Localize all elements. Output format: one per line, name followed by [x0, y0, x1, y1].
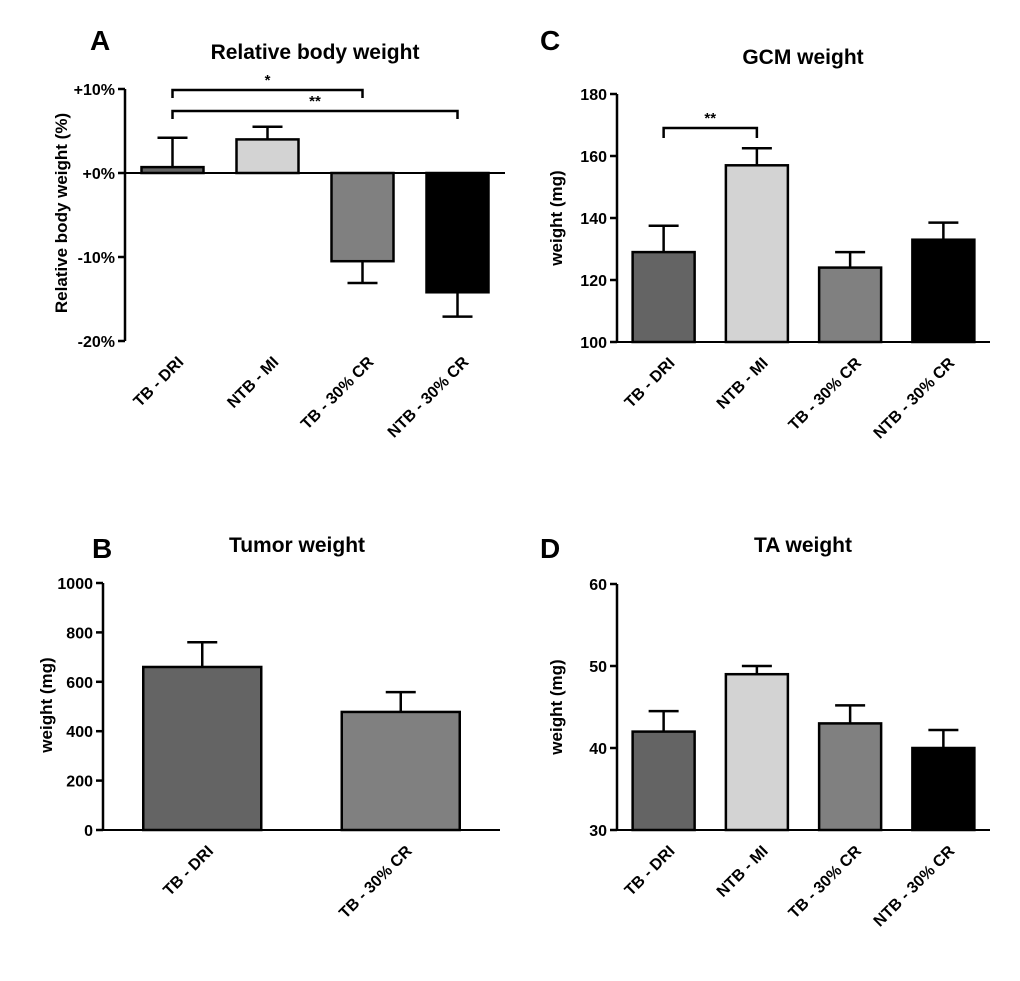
y-tick-label-d: 40	[589, 741, 607, 758]
x-tick-label-ntb-30pct-cr: NTB - 30% CR	[385, 353, 473, 441]
x-tick-label-ntb-mi: NTB - MI	[224, 354, 282, 412]
y-axis-label-d: weight (mg)	[547, 659, 566, 755]
y-tick-label-b: 200	[66, 774, 93, 791]
bar-tb-dri	[631, 250, 696, 344]
y-tick-label-b: 600	[66, 675, 93, 692]
panel-letter-d: D	[540, 533, 560, 564]
y-axis-label-c: weight (mg)	[547, 170, 566, 266]
bar-tb-dri	[140, 165, 205, 175]
bar-tb-dri	[631, 730, 696, 832]
bar-ntb-mi	[724, 672, 790, 832]
bar-ntb-30pct-cr	[911, 746, 976, 832]
chart-title-d: TA weight	[754, 534, 852, 557]
chart-title-a: Relative body weight	[211, 41, 420, 64]
y-tick-label-d: 30	[589, 823, 607, 840]
y-tick-label-c: 180	[580, 87, 607, 104]
panel-letter-c: C	[540, 25, 560, 56]
y-tick-label-a: +10%	[74, 82, 115, 99]
bar-ntb-mi	[235, 138, 300, 175]
bar-ntb-30pct-cr	[911, 238, 976, 344]
bar-tb-30pct-cr	[817, 722, 883, 832]
x-tick-label-ntb-30pct-cr: NTB - 30% CR	[871, 842, 959, 930]
x-tick-label-tb-dri: TB - DRI	[622, 355, 679, 412]
panel-d-ta-weight: D TA weight weight (mg) 60 50 40 30 TB - DRI…	[540, 533, 990, 930]
y-tick-label-a: -20%	[78, 334, 115, 351]
bar-tb-30pct-cr	[340, 710, 461, 832]
x-tick-label-ntb-mi: NTB - MI	[714, 355, 772, 413]
y-tick-label-b: 1000	[57, 576, 93, 593]
y-tick-label-a: -10%	[78, 250, 115, 267]
x-tick-label-tb-30pct-cr: TB - 30% CR	[786, 842, 866, 922]
y-tick-label-c: 140	[580, 211, 607, 228]
panel-b-tumor-weight: B Tumor weight weight (mg) 1000 800 600 400…	[37, 533, 500, 922]
panel-letter-a: A	[90, 25, 110, 56]
y-tick-label-c: 160	[580, 149, 607, 166]
bar-tb-dri	[142, 665, 263, 832]
x-tick-label-tb-dri: TB - DRI	[160, 843, 217, 900]
y-tick-label-b: 800	[66, 625, 93, 642]
significance-bracket-a	[171, 109, 459, 119]
chart-title-b: Tumor weight	[229, 534, 365, 557]
y-tick-label-c: 120	[580, 273, 607, 290]
significance-label-a: *	[265, 72, 271, 89]
bar-ntb-30pct-cr	[425, 171, 490, 294]
y-axis-label-a: Relative body weight (%)	[52, 113, 71, 313]
significance-label-a: **	[309, 93, 321, 110]
chart-title-c: GCM weight	[742, 46, 863, 69]
y-tick-label-d: 60	[589, 577, 607, 594]
significance-bracket-a	[171, 88, 364, 98]
y-tick-label-b: 0	[84, 823, 93, 840]
y-tick-label-b: 400	[66, 724, 93, 741]
significance-label-c: **	[704, 110, 716, 127]
significance-bracket-c	[662, 126, 759, 138]
x-tick-label-tb-dri: TB - DRI	[131, 354, 188, 411]
x-tick-label-ntb-mi: NTB - MI	[714, 843, 772, 901]
y-tick-label-c: 100	[580, 335, 607, 352]
panel-a-relative-body-weight: A Relative body weight Relative body wei…	[52, 25, 505, 441]
x-tick-label-ntb-30pct-cr: NTB - 30% CR	[871, 354, 959, 442]
bar-tb-30pct-cr	[330, 171, 395, 263]
y-tick-label-a: +0%	[83, 166, 115, 183]
panel-c-gcm-weight: C GCM weight weight (mg) 180 160 140 120 100…	[540, 25, 990, 442]
x-tick-label-tb-30pct-cr: TB - 30% CR	[298, 353, 378, 433]
panel-letter-b: B	[92, 533, 112, 564]
x-tick-label-tb-dri: TB - DRI	[622, 843, 679, 900]
y-tick-label-d: 50	[589, 659, 607, 676]
y-axis-label-b: weight (mg)	[37, 657, 56, 753]
x-tick-label-tb-30pct-cr: TB - 30% CR	[336, 842, 416, 922]
bar-tb-30pct-cr	[817, 266, 883, 344]
x-tick-label-tb-30pct-cr: TB - 30% CR	[786, 354, 866, 434]
bar-ntb-mi	[724, 164, 790, 344]
